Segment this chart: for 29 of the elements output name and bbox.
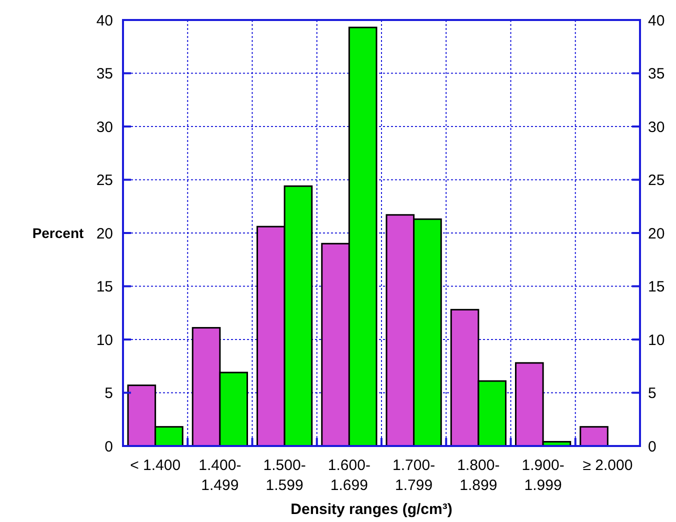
x-axis-title: Density ranges (g/cm³)	[290, 501, 452, 518]
y2-tick-label: 0	[648, 438, 656, 456]
y2-tick-label: 25	[648, 172, 665, 189]
y-tick-label: 40	[96, 12, 113, 30]
x-tick-label: 1.900- 1.999	[522, 457, 564, 494]
y-tick-label: 20	[96, 225, 113, 242]
y-tick-label: 0	[104, 438, 113, 456]
y-tick-label: 35	[96, 66, 113, 82]
y2-tick-label: 30	[648, 118, 665, 136]
x-tick-label: ≥ 2.000	[582, 457, 633, 474]
y2-tick-label: 5	[648, 385, 656, 402]
y-tick-label: 5	[104, 385, 113, 402]
x-tick-label: 1.700- 1.799	[392, 457, 436, 494]
x-tick-label: < 1.400	[130, 457, 181, 474]
bar	[580, 426, 608, 447]
y2-tick-label: 35	[648, 66, 665, 82]
y2-tick-label: 40	[648, 12, 665, 30]
y2-tick-label: 15	[648, 278, 665, 296]
y-tick-label: 15	[96, 278, 113, 296]
y-tick-label: 25	[96, 172, 113, 189]
y-axis-title: Percent	[32, 224, 84, 241]
x-tick-label: 1.400- 1.499	[198, 457, 242, 494]
x-tick-label: 1.500- 1.599	[263, 457, 306, 494]
x-tick-label: 1.600- 1.699	[328, 457, 370, 494]
y2-tick-label: 10	[648, 332, 665, 349]
y-tick-label: 10	[96, 332, 113, 349]
y2-tick-label: 20	[648, 225, 665, 242]
y-tick-label: 30	[96, 118, 113, 136]
x-tick-label: 1.800- 1.899	[457, 457, 500, 494]
